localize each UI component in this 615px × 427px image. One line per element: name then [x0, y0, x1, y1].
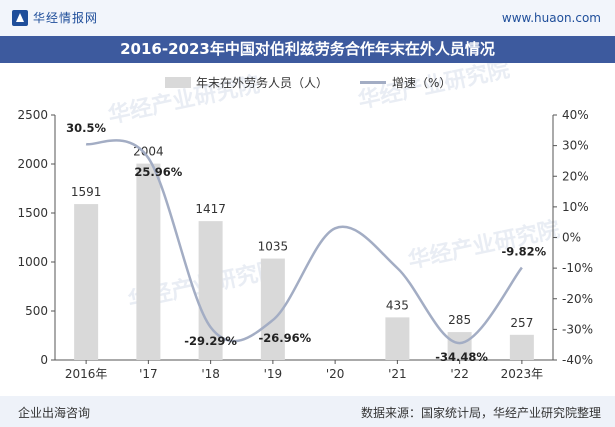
- bar: [74, 204, 99, 360]
- line-value-label: -26.96%: [259, 331, 312, 345]
- bar: [260, 258, 285, 360]
- y-right-tick-label: 30%: [562, 139, 589, 153]
- x-tick-label: '18: [201, 367, 220, 381]
- line-value-label: -29.29%: [184, 334, 237, 348]
- y-left-tick-label: 1000: [17, 255, 48, 269]
- x-tick-label: '17: [139, 367, 158, 381]
- y-left-tick-label: 500: [25, 304, 48, 318]
- bar: [509, 334, 534, 360]
- bar: [136, 163, 161, 360]
- y-right-tick-label: 20%: [562, 169, 589, 183]
- bar: [447, 332, 472, 360]
- line-value-label: -9.82%: [502, 245, 547, 259]
- y-right-tick-label: 0%: [562, 231, 581, 245]
- y-left-tick-label: 1500: [17, 206, 48, 220]
- logo-text: 华经情报网: [33, 11, 99, 25]
- logo[interactable]: 华经情报网: [12, 9, 98, 26]
- chart-title: 2016-2023年中国对伯利兹劳务合作年末在外人员情况: [120, 40, 495, 58]
- bar-value-label: 257: [510, 316, 533, 330]
- legend-line-label: 增速（%）: [392, 76, 451, 90]
- bar-value-label: 1417: [195, 202, 226, 216]
- y-right-tick-label: -30%: [562, 322, 593, 336]
- site-url[interactable]: www.huaon.com: [501, 11, 601, 25]
- x-tick-label: 2016年: [65, 367, 108, 381]
- y-right-tick-label: -20%: [562, 292, 593, 306]
- y-left-tick-label: 2000: [17, 157, 48, 171]
- top-bar: 华经情报网 www.huaon.com: [0, 0, 615, 36]
- bar-value-label: 1591: [71, 185, 102, 199]
- legend-bar-label: 年末在外劳务人员（人）: [196, 75, 328, 90]
- y-right-tick-label: -10%: [562, 261, 593, 275]
- line-value-label: 30.5%: [66, 121, 106, 135]
- x-tick-label: '19: [264, 367, 283, 381]
- x-tick-label: '22: [450, 367, 469, 381]
- x-tick-label: '21: [388, 367, 407, 381]
- x-tick-label: 2023年: [501, 367, 544, 381]
- y-right-tick-label: 40%: [562, 108, 589, 122]
- legend-bar-swatch: [165, 77, 191, 88]
- bar-value-label: 285: [448, 313, 471, 327]
- y-left-tick-label: 0: [40, 353, 48, 367]
- line-value-label: -34.48%: [435, 350, 488, 364]
- bar-value-label: 1035: [258, 240, 289, 254]
- x-tick-label: '20: [326, 367, 345, 381]
- growth-line: [85, 139, 523, 345]
- bar: [385, 317, 410, 360]
- y-right-tick-label: -40%: [562, 353, 593, 367]
- y-left-tick-label: 2500: [17, 108, 48, 122]
- footer-bar: 企业出海咨询 数据来源：国家统计局，华经产业研究院整理: [0, 396, 615, 427]
- combo-chart: 华经产业研究院华经产业研究院华经产业研究院华经产业研究院年末在外劳务人员（人）增…: [17, 63, 593, 381]
- logo-icon: [12, 9, 28, 26]
- source-note: 数据来源：国家统计局，华经产业研究院整理: [360, 406, 601, 420]
- y-right-tick-label: 10%: [562, 200, 589, 214]
- title-bar: 2016-2023年中国对伯利兹劳务合作年末在外人员情况: [0, 36, 615, 63]
- line-value-label: 25.96%: [134, 165, 182, 179]
- bar-value-label: 435: [386, 298, 409, 312]
- footer-left-text: 企业出海咨询: [18, 406, 91, 420]
